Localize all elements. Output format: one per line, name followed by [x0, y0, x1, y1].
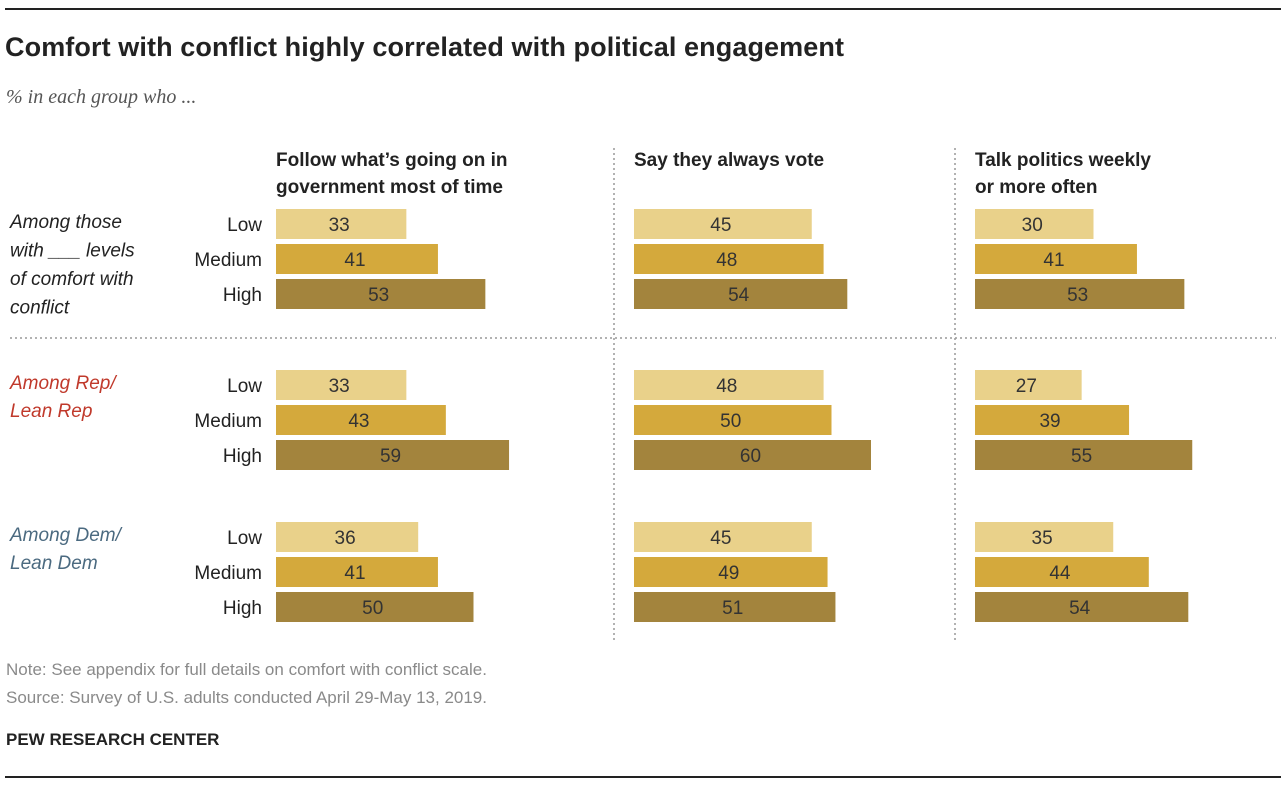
bar-3-2-medium [634, 557, 828, 587]
level-label-high: High [223, 285, 262, 306]
value-label: 48 [716, 376, 737, 397]
panel-header-3: Talk politics weekly [975, 150, 1151, 171]
bar-3-3-medium [975, 557, 1149, 587]
bar-1-2-medium [634, 244, 824, 274]
value-label: 33 [329, 215, 350, 236]
chart-subtitle: % in each group who ... [6, 86, 197, 108]
bar-1-3-high [975, 279, 1185, 309]
value-label: 50 [362, 598, 383, 619]
level-label-high: High [223, 446, 262, 467]
group-label-3: Among Dem/ [9, 525, 123, 546]
value-label: 30 [1022, 215, 1043, 236]
value-label: 36 [335, 528, 356, 549]
group-label-1: of comfort with [10, 269, 134, 290]
level-label-medium: Medium [194, 411, 262, 432]
bar-1-2-high [634, 279, 848, 309]
bar-1-1-medium [276, 244, 438, 274]
bar-2-3-medium [975, 405, 1130, 435]
value-label: 54 [728, 285, 750, 306]
value-label: 60 [740, 446, 761, 467]
bar-3-2-low [634, 522, 812, 552]
bar-2-2-low [634, 370, 824, 400]
level-label-low: Low [227, 376, 262, 397]
bar-2-1-high [276, 440, 510, 470]
top-rule [5, 8, 1281, 10]
bar-1-1-low [276, 209, 407, 239]
bar-1-1-high [276, 279, 486, 309]
group-label-1: Among those [9, 212, 122, 233]
group-label-2: Lean Rep [10, 401, 92, 422]
level-label-medium: Medium [194, 250, 262, 271]
source-text: Source: Survey of U.S. adults conducted … [6, 688, 487, 707]
level-label-medium: Medium [194, 563, 262, 584]
bar-3-3-high [975, 592, 1189, 622]
group-label-2: Among Rep/ [9, 373, 117, 394]
value-label: 43 [348, 411, 369, 432]
brand-logo-text: PEW RESEARCH CENTER [6, 730, 220, 749]
chart-title: Comfort with conflict highly correlated … [5, 32, 845, 62]
bar-2-1-low [276, 370, 407, 400]
group-label-1: conflict [10, 298, 70, 319]
bottom-rule [5, 776, 1281, 778]
value-label: 49 [718, 563, 739, 584]
value-label: 41 [344, 563, 365, 584]
value-label: 45 [710, 215, 731, 236]
value-label: 41 [344, 250, 365, 271]
value-label: 45 [710, 528, 731, 549]
group-label-3: Lean Dem [10, 553, 98, 574]
value-label: 59 [380, 446, 401, 467]
panel-header-3: or more often [975, 177, 1097, 198]
bar-3-1-high [276, 592, 474, 622]
bar-2-3-low [975, 370, 1082, 400]
panel-header-2: Say they always vote [634, 150, 824, 171]
value-label: 53 [1067, 285, 1088, 306]
group-label-1: with ___ levels [10, 241, 135, 262]
bar-2-3-high [975, 440, 1193, 470]
bar-1-3-medium [975, 244, 1137, 274]
bar-1-3-low [975, 209, 1094, 239]
value-label: 39 [1039, 411, 1060, 432]
note-text: Note: See appendix for full details on c… [6, 660, 487, 679]
level-label-low: Low [227, 528, 262, 549]
bar-3-2-high [634, 592, 836, 622]
panel-header-1: Follow what’s going on in [276, 150, 508, 171]
level-label-high: High [223, 598, 262, 619]
value-label: 50 [720, 411, 741, 432]
value-label: 35 [1032, 528, 1053, 549]
value-label: 55 [1071, 446, 1092, 467]
value-label: 53 [368, 285, 389, 306]
value-label: 54 [1069, 598, 1091, 619]
bar-3-1-low [276, 522, 419, 552]
value-label: 27 [1016, 376, 1037, 397]
value-label: 48 [716, 250, 737, 271]
bar-2-2-high [634, 440, 871, 470]
value-label: 44 [1049, 563, 1071, 584]
value-label: 41 [1043, 250, 1064, 271]
value-label: 33 [329, 376, 350, 397]
bar-2-1-medium [276, 405, 446, 435]
bar-2-2-medium [634, 405, 832, 435]
bar-3-3-low [975, 522, 1114, 552]
value-label: 51 [722, 598, 743, 619]
panel-header-1: government most of time [276, 177, 503, 198]
bar-3-1-medium [276, 557, 438, 587]
level-label-low: Low [227, 215, 262, 236]
bar-1-2-low [634, 209, 812, 239]
